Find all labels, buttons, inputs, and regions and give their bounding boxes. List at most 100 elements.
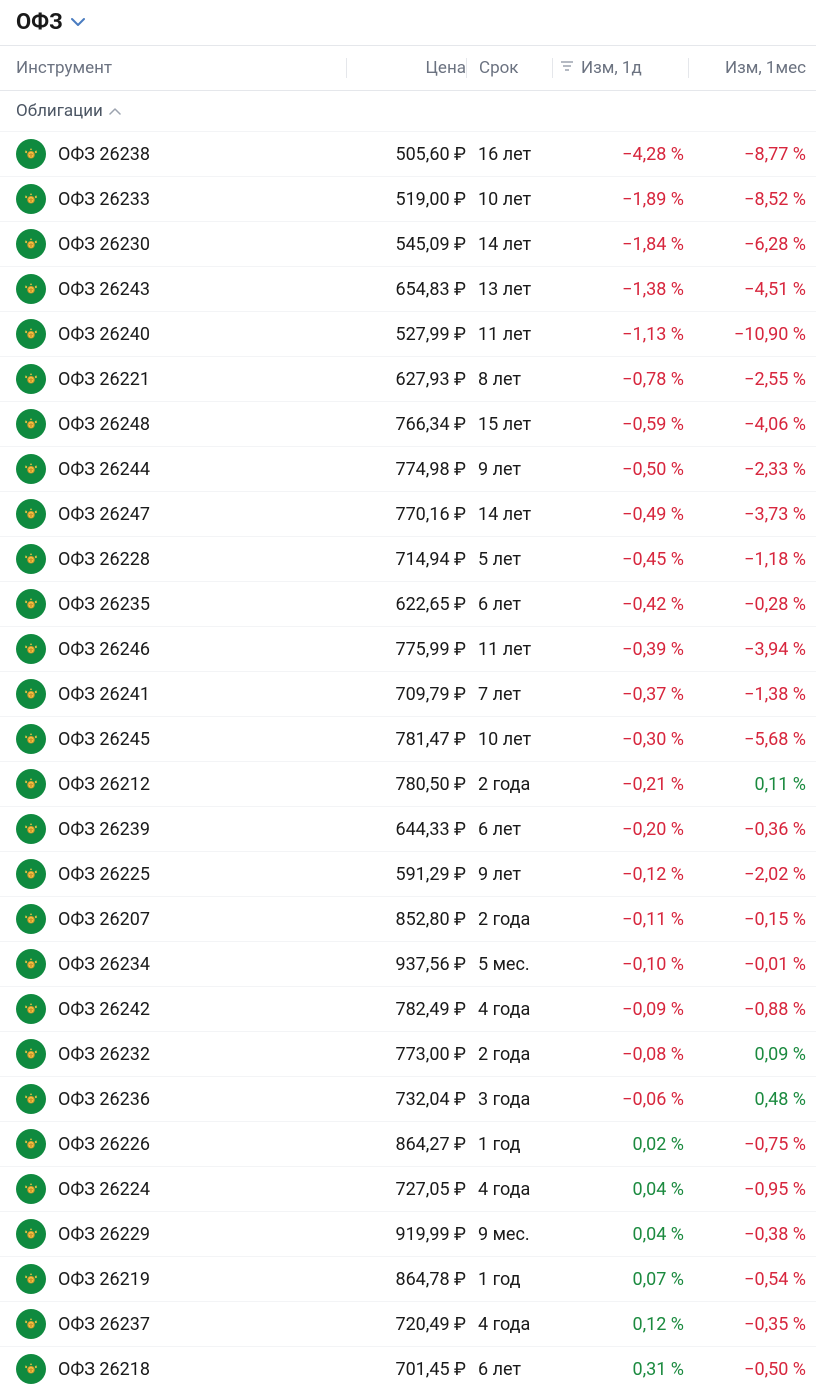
- cell-change-1m: −8,77 %: [688, 144, 816, 165]
- bond-emblem-icon: [16, 184, 46, 214]
- cell-change-1d: 0,07 %: [552, 1269, 688, 1290]
- table-row[interactable]: ОФЗ 26229 919,99 ₽ 9 мес. 0,04 % −0,38 %: [0, 1211, 816, 1256]
- cell-term: 9 лет: [466, 459, 552, 480]
- cell-price: 770,16 ₽: [346, 504, 466, 525]
- cell-change-1m: −0,50 %: [688, 1359, 816, 1380]
- table-row[interactable]: ОФЗ 26221 627,93 ₽ 8 лет −0,78 % −2,55 %: [0, 356, 816, 401]
- bond-name: ОФЗ 26238: [58, 144, 150, 165]
- table-row[interactable]: ОФЗ 26212 780,50 ₽ 2 года −0,21 % 0,11 %: [0, 761, 816, 806]
- table-row[interactable]: ОФЗ 26241 709,79 ₽ 7 лет −0,37 % −1,38 %: [0, 671, 816, 716]
- bond-emblem-icon: [16, 589, 46, 619]
- bond-emblem-icon: [16, 364, 46, 394]
- bond-name: ОФЗ 26235: [58, 594, 150, 615]
- cell-term: 14 лет: [466, 504, 552, 525]
- cell-change-1d: −0,12 %: [552, 864, 688, 885]
- table-row[interactable]: ОФЗ 26245 781,47 ₽ 10 лет −0,30 % −5,68 …: [0, 716, 816, 761]
- bond-name: ОФЗ 26236: [58, 1089, 150, 1110]
- cell-price: 937,56 ₽: [346, 954, 466, 975]
- cell-change-1d: −4,28 %: [552, 144, 688, 165]
- cell-instrument: ОФЗ 26221: [16, 364, 346, 394]
- cell-price: 519,00 ₽: [346, 189, 466, 210]
- table-row[interactable]: ОФЗ 26219 864,78 ₽ 1 год 0,07 % −0,54 %: [0, 1256, 816, 1301]
- cell-instrument: ОФЗ 26218: [16, 1354, 346, 1384]
- cell-change-1m: 0,09 %: [688, 1044, 816, 1065]
- cell-term: 13 лет: [466, 279, 552, 300]
- bond-emblem-icon: [16, 994, 46, 1024]
- cell-change-1m: −4,06 %: [688, 414, 816, 435]
- table-row[interactable]: ОФЗ 26207 852,80 ₽ 2 года −0,11 % −0,15 …: [0, 896, 816, 941]
- table-row[interactable]: ОФЗ 26246 775,99 ₽ 11 лет −0,39 % −3,94 …: [0, 626, 816, 671]
- cell-change-1d: −1,84 %: [552, 234, 688, 255]
- cell-price: 782,49 ₽: [346, 999, 466, 1020]
- cell-change-1m: −3,94 %: [688, 639, 816, 660]
- table-row[interactable]: ОФЗ 26224 727,05 ₽ 4 года 0,04 % −0,95 %: [0, 1166, 816, 1211]
- cell-instrument: ОФЗ 26248: [16, 409, 346, 439]
- chevron-down-icon[interactable]: [71, 15, 85, 31]
- table-row[interactable]: ОФЗ 26242 782,49 ₽ 4 года −0,09 % −0,88 …: [0, 986, 816, 1031]
- cell-price: 591,29 ₽: [346, 864, 466, 885]
- table-row[interactable]: ОФЗ 26232 773,00 ₽ 2 года −0,08 % 0,09 %: [0, 1031, 816, 1076]
- table-row[interactable]: ОФЗ 26234 937,56 ₽ 5 мес. −0,10 % −0,01 …: [0, 941, 816, 986]
- bond-emblem-icon: [16, 319, 46, 349]
- bond-emblem-icon: [16, 544, 46, 574]
- col-header-change-1d[interactable]: Изм, 1д: [552, 58, 688, 78]
- cell-term: 3 года: [466, 1089, 552, 1110]
- cell-instrument: ОФЗ 26219: [16, 1264, 346, 1294]
- table-row[interactable]: ОФЗ 26239 644,33 ₽ 6 лет −0,20 % −0,36 %: [0, 806, 816, 851]
- col-header-instrument[interactable]: Инструмент: [16, 58, 346, 78]
- bond-emblem-icon: [16, 814, 46, 844]
- cell-term: 4 года: [466, 1179, 552, 1200]
- cell-change-1d: 0,12 %: [552, 1314, 688, 1335]
- cell-term: 1 год: [466, 1269, 552, 1290]
- section-header[interactable]: Облигации: [0, 91, 816, 131]
- bond-name: ОФЗ 26228: [58, 549, 150, 570]
- bond-name: ОФЗ 26218: [58, 1359, 150, 1380]
- table-row[interactable]: ОФЗ 26228 714,94 ₽ 5 лет −0,45 % −1,18 %: [0, 536, 816, 581]
- col-header-price[interactable]: Цена: [346, 58, 466, 78]
- table-row[interactable]: ОФЗ 26240 527,99 ₽ 11 лет −1,13 % −10,90…: [0, 311, 816, 356]
- col-header-change-1m[interactable]: Изм, 1мес: [688, 58, 816, 78]
- cell-change-1m: −1,18 %: [688, 549, 816, 570]
- table-row[interactable]: ОФЗ 26237 720,49 ₽ 4 года 0,12 % −0,35 %: [0, 1301, 816, 1346]
- cell-change-1m: −0,88 %: [688, 999, 816, 1020]
- cell-price: 781,47 ₽: [346, 729, 466, 750]
- cell-price: 545,09 ₽: [346, 234, 466, 255]
- table-row[interactable]: ОФЗ 26233 519,00 ₽ 10 лет −1,89 % −8,52 …: [0, 176, 816, 221]
- cell-instrument: ОФЗ 26225: [16, 859, 346, 889]
- cell-price: 773,00 ₽: [346, 1044, 466, 1065]
- bond-emblem-icon: [16, 769, 46, 799]
- table-row[interactable]: ОФЗ 26226 864,27 ₽ 1 год 0,02 % −0,75 %: [0, 1121, 816, 1166]
- bond-name: ОФЗ 26244: [58, 459, 150, 480]
- table-row[interactable]: ОФЗ 26225 591,29 ₽ 9 лет −0,12 % −2,02 %: [0, 851, 816, 896]
- table-row[interactable]: ОФЗ 26235 622,65 ₽ 6 лет −0,42 % −0,28 %: [0, 581, 816, 626]
- table-row[interactable]: ОФЗ 26230 545,09 ₽ 14 лет −1,84 % −6,28 …: [0, 221, 816, 266]
- bond-emblem-icon: [16, 634, 46, 664]
- table-row[interactable]: ОФЗ 26236 732,04 ₽ 3 года −0,06 % 0,48 %: [0, 1076, 816, 1121]
- table-row[interactable]: ОФЗ 26247 770,16 ₽ 14 лет −0,49 % −3,73 …: [0, 491, 816, 536]
- col-header-term[interactable]: Срок: [466, 58, 552, 78]
- page-title[interactable]: ОФЗ: [16, 10, 63, 35]
- cell-instrument: ОФЗ 26232: [16, 1039, 346, 1069]
- cell-change-1m: −5,68 %: [688, 729, 816, 750]
- cell-term: 11 лет: [466, 639, 552, 660]
- cell-change-1d: −0,06 %: [552, 1089, 688, 1110]
- table-row[interactable]: ОФЗ 26244 774,98 ₽ 9 лет −0,50 % −2,33 %: [0, 446, 816, 491]
- table-row[interactable]: ОФЗ 26218 701,45 ₽ 6 лет 0,31 % −0,50 %: [0, 1346, 816, 1391]
- cell-price: 774,98 ₽: [346, 459, 466, 480]
- cell-term: 4 года: [466, 999, 552, 1020]
- table-row[interactable]: ОФЗ 26238 505,60 ₽ 16 лет −4,28 % −8,77 …: [0, 131, 816, 176]
- cell-instrument: ОФЗ 26212: [16, 769, 346, 799]
- cell-term: 6 лет: [466, 594, 552, 615]
- cell-change-1m: −0,95 %: [688, 1179, 816, 1200]
- bond-name: ОФЗ 26232: [58, 1044, 150, 1065]
- sort-icon: [559, 59, 575, 77]
- cell-price: 775,99 ₽: [346, 639, 466, 660]
- table-row[interactable]: ОФЗ 26248 766,34 ₽ 15 лет −0,59 % −4,06 …: [0, 401, 816, 446]
- bond-emblem-icon: [16, 679, 46, 709]
- table-row[interactable]: ОФЗ 26243 654,83 ₽ 13 лет −1,38 % −4,51 …: [0, 266, 816, 311]
- bond-name: ОФЗ 26248: [58, 414, 150, 435]
- cell-change-1m: −0,01 %: [688, 954, 816, 975]
- cell-change-1m: −8,52 %: [688, 189, 816, 210]
- cell-change-1m: −6,28 %: [688, 234, 816, 255]
- cell-term: 2 года: [466, 1044, 552, 1065]
